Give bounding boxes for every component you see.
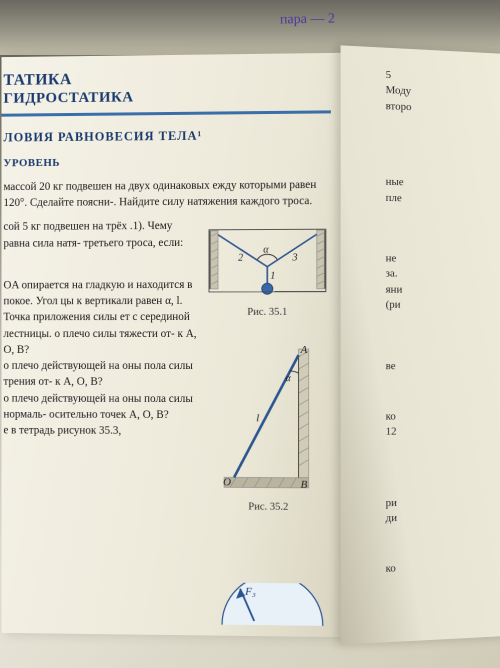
problem-3-text: OA опирается на гладкую и находится в по… <box>3 277 202 440</box>
label-alpha2: α <box>285 373 291 384</box>
label-A: A <box>300 345 308 356</box>
label-O: O <box>223 476 231 488</box>
fig-352-svg: A α l O B <box>218 345 319 494</box>
label-B: B <box>301 479 308 491</box>
chapter-title-2: ГИДРОСТАТИКА <box>3 87 330 108</box>
figure-35-3: F₃ <box>212 582 331 631</box>
rfrag1: 5 Моду второ <box>386 68 500 119</box>
textbook-page-right: 5 Моду второ ные пле не за. яни (ри ве к… <box>341 45 500 644</box>
label-3: 3 <box>291 252 297 263</box>
label-1: 1 <box>270 271 275 282</box>
fig-351-caption: Рис. 35.1 <box>208 307 327 318</box>
rfrag5: ко 12 <box>386 408 500 440</box>
rfrag3: не за. яни (ри <box>386 251 500 314</box>
rfrag4: ве <box>386 358 500 374</box>
fig-352-caption: Рис. 35.2 <box>218 501 319 513</box>
rfrag2: ные пле <box>386 175 500 209</box>
fig-351-svg: 2 3 1 α <box>208 226 327 299</box>
label-F3: F₃ <box>244 586 256 598</box>
handwriting: пара — 2 <box>280 12 335 29</box>
background-blur: пара — 2 <box>0 0 500 55</box>
rfrag7: ко <box>386 558 500 578</box>
section-title: ЛОВИЯ РАВНОВЕСИЯ ТЕЛА¹ <box>3 127 330 145</box>
label-alpha: α <box>263 245 269 256</box>
rfrag6: ри ди <box>386 493 500 527</box>
figure-35-1: 2 3 1 α Рис. 35.1 <box>208 226 327 318</box>
chapter-title-1: ТАТИКА <box>3 68 330 90</box>
label-2: 2 <box>238 253 243 264</box>
figure-35-2: A α l O B Рис. 35.2 <box>218 345 319 513</box>
level-label: УРОВЕНЬ <box>3 155 330 170</box>
fig-353-svg: F₃ <box>212 582 331 626</box>
header-rule <box>1 110 330 116</box>
problem-2-text: сой 5 кг подвешен на трёх .1). Чему равн… <box>3 218 192 251</box>
textbook-page-left: ТАТИКА ГИДРОСТАТИКА ЛОВИЯ РАВНОВЕСИЯ ТЕЛ… <box>1 53 341 637</box>
problem-1-text: массой 20 кг подвешен на двух одинаковых… <box>3 177 330 212</box>
label-l: l <box>256 412 259 424</box>
